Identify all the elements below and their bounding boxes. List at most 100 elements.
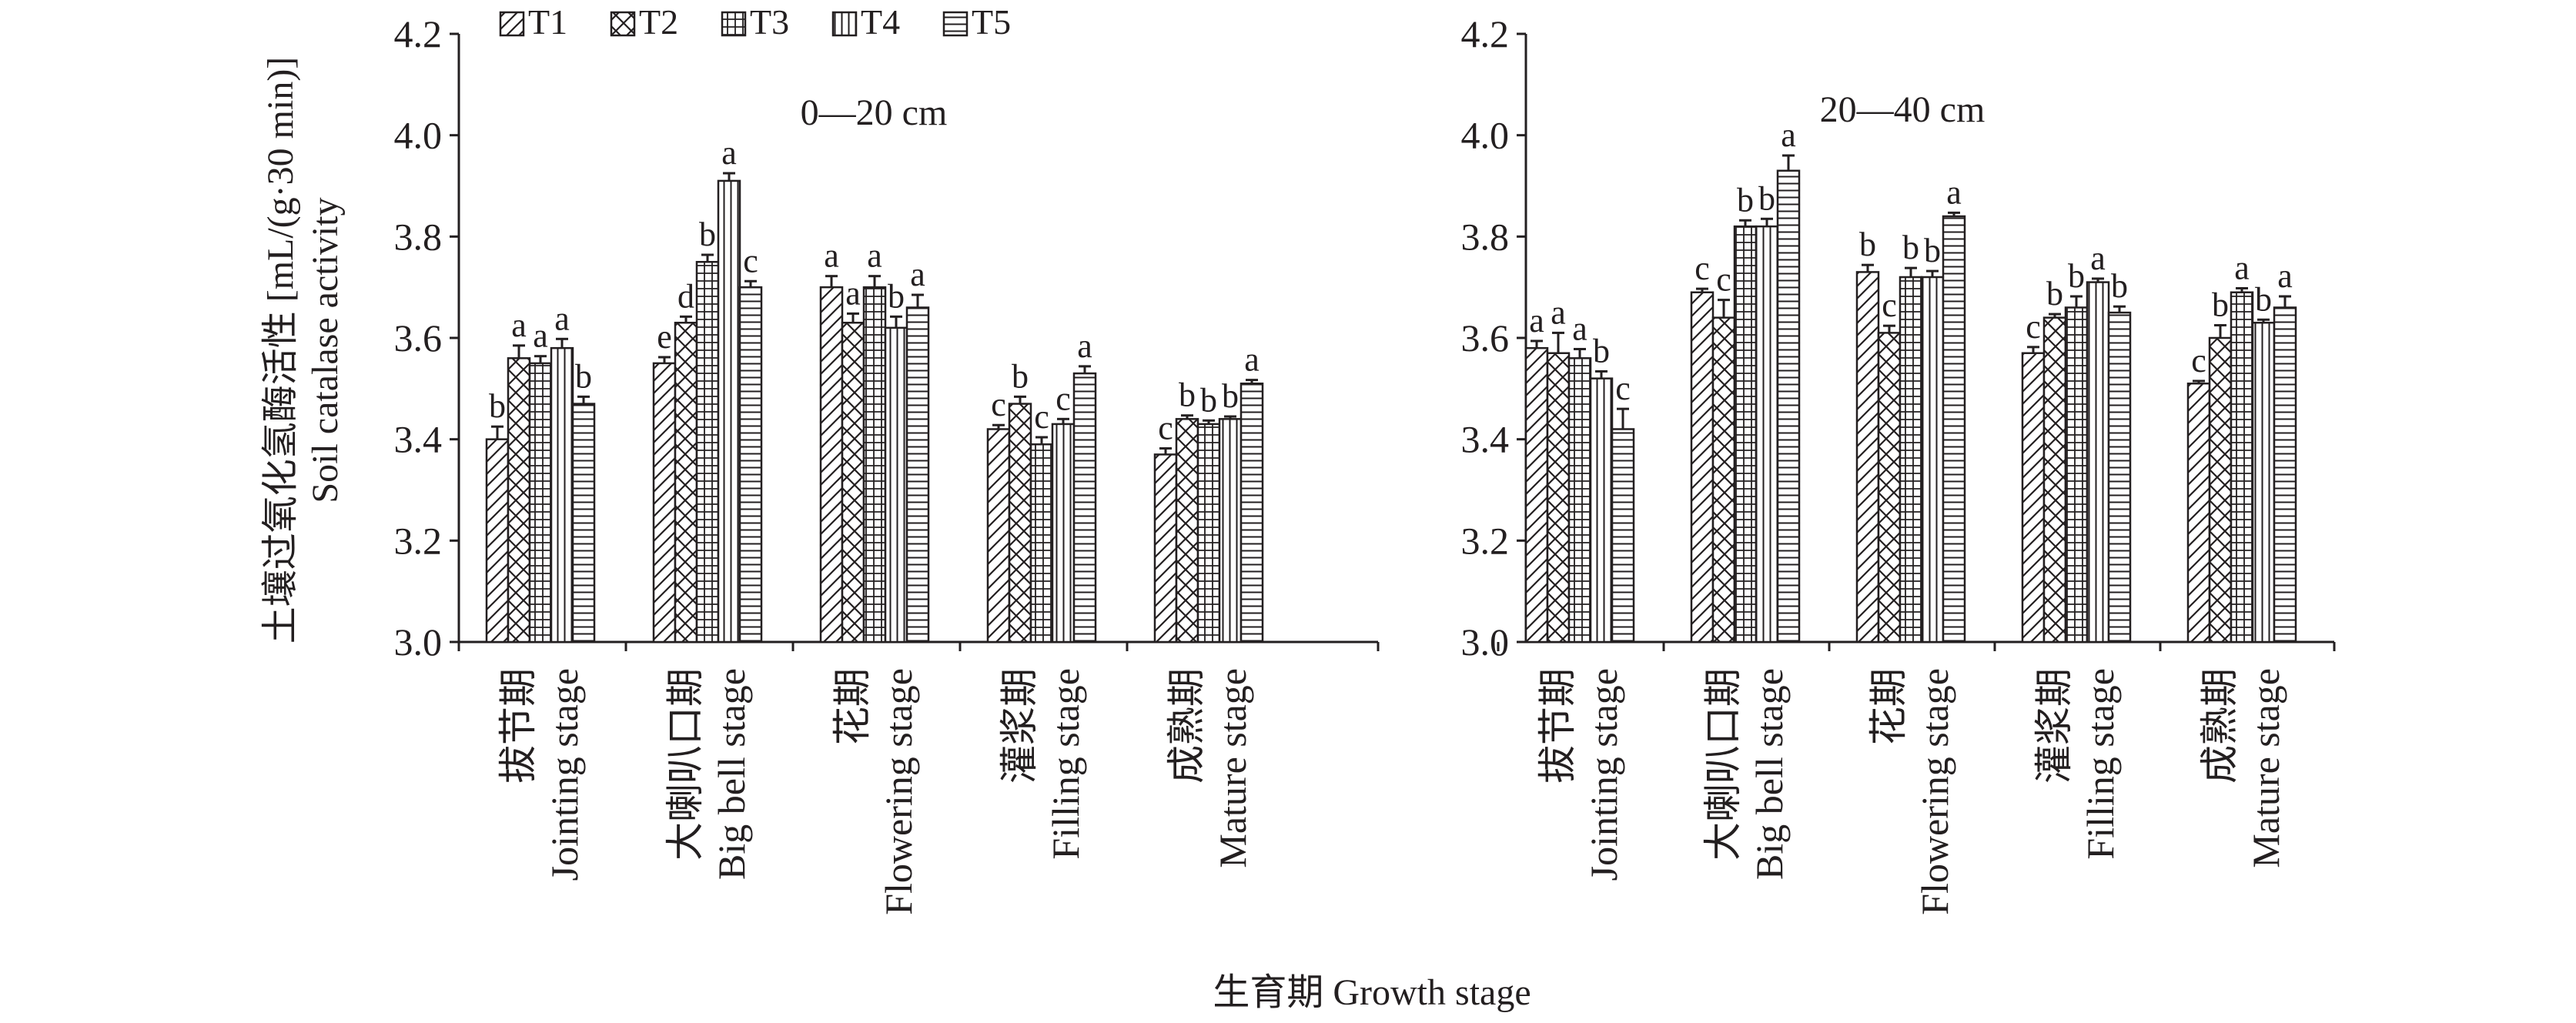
bar-t4: [1051, 423, 1076, 644]
bar-t4: [1218, 418, 1243, 644]
bar-t2: [2042, 316, 2067, 644]
significance-label: a: [824, 237, 839, 275]
significance-label: a: [1946, 173, 1962, 211]
significance-label: b: [489, 387, 506, 425]
significance-label: b: [2212, 286, 2229, 324]
bar-t1: [2021, 352, 2046, 644]
bar-t3: [862, 286, 887, 644]
significance-label: a: [721, 134, 737, 172]
bar-t5: [905, 306, 930, 644]
significance-label: b: [575, 357, 592, 395]
category-label-en: Jointing stage: [1582, 668, 1625, 881]
y-tick-label: 4.0: [394, 114, 443, 157]
bar-t2: [1877, 332, 1902, 644]
bar-t3: [1029, 443, 1054, 644]
significance-label: c: [1034, 398, 1049, 436]
bar-t2: [1711, 316, 1736, 644]
significance-label: c: [743, 242, 758, 279]
significance-label: c: [2026, 308, 2041, 346]
bar-t5: [1776, 169, 1801, 644]
y-tick-label: 3.2: [394, 519, 443, 562]
significance-label: b: [1902, 229, 1919, 266]
significance-label: b: [1737, 181, 1754, 219]
significance-label: c: [1615, 369, 1631, 407]
y-axis-title-en: Soil catalase activity: [305, 197, 346, 503]
legend-label: T1: [528, 2, 567, 42]
bar-t4: [717, 179, 741, 644]
category-label: 成熟期Mature stage: [2198, 668, 2287, 868]
bar-t4: [1589, 377, 1614, 644]
y-tick-label: 3.8: [394, 215, 443, 258]
bar-t1: [2186, 383, 2211, 644]
legend-swatch-t1: [499, 11, 525, 37]
panel-label: 0—20 cm: [801, 92, 948, 133]
bar-t4: [884, 326, 908, 644]
category-label-cn: 拔节期: [497, 668, 540, 784]
bar-t3: [1733, 225, 1758, 644]
significance-label: a: [2234, 249, 2250, 286]
category-label-cn: 大喇叭口期: [664, 668, 707, 861]
legend-swatch-t4: [831, 11, 858, 37]
bar-t4: [550, 346, 574, 644]
significance-label: b: [2068, 257, 2085, 295]
significance-label: a: [1244, 341, 1260, 379]
significance-label: a: [1781, 116, 1796, 154]
significance-label: a: [2277, 257, 2293, 295]
bar-t4: [2251, 322, 2276, 644]
y-tick-label: 4.2: [394, 12, 443, 55]
category-label-en: Mature stage: [1211, 668, 1254, 868]
category-label-en: Flowering stage: [877, 668, 920, 915]
legend-label: T5: [972, 2, 1011, 42]
bar-t1: [1153, 453, 1178, 644]
category-label: 大喇叭口期Big bell stage: [1701, 668, 1791, 880]
category-label: 灌浆期Filling stage: [2032, 668, 2122, 860]
significance-label: b: [1179, 376, 1196, 414]
bar-t3: [1196, 423, 1221, 644]
y-tick-label: 3.0: [1461, 620, 1510, 664]
category-label: 花期Flowering stage: [831, 668, 920, 915]
legend-label: T2: [639, 2, 678, 42]
category-label-cn: 花期: [831, 668, 874, 745]
category-label-cn: 成熟期: [1165, 668, 1208, 784]
y-axis-title-cn: 土壤过氧化氢酶活性 [mL/(g·30 min)]: [260, 57, 301, 644]
y-tick-label: 3.0: [394, 620, 443, 664]
significance-label: b: [1593, 332, 1610, 369]
bar-t5: [1942, 215, 1966, 644]
bar-t5: [2273, 306, 2297, 644]
x-axis-title: 生育期 Growth stage: [1213, 972, 1531, 1013]
significance-label: b: [1012, 357, 1029, 395]
bar-t2: [1008, 403, 1032, 644]
significance-label: a: [867, 237, 882, 275]
category-label: 灌浆期Filling stage: [998, 668, 1087, 860]
significance-label: a: [910, 256, 925, 293]
y-tick-label: 3.4: [1461, 418, 1510, 461]
significance-label: a: [1529, 302, 1544, 339]
category-label-cn: 成熟期: [2198, 668, 2241, 784]
bar-t1: [986, 428, 1011, 644]
category-label-cn: 灌浆期: [998, 668, 1041, 784]
bar-t4: [1755, 225, 1779, 644]
category-label: 拔节期Jointing stage: [497, 668, 586, 881]
chart-panel-0-20cm: 3.0 3.2 3.4 3.6 3.8 4.0 4.2 0—20 cm 拔节期Jointing …: [394, 12, 1380, 915]
category-label-cn: 拔节期: [1536, 668, 1579, 784]
bar-t1: [1690, 291, 1715, 644]
bar-t2: [2208, 336, 2233, 644]
category-label-en: Filling stage: [2079, 668, 2122, 860]
y-tick-label: 3.6: [1461, 316, 1510, 359]
category-label-en: Jointing stage: [543, 668, 586, 881]
chart-panel-20-40cm: 3.0 3.2 3.4 3.6 3.8 4.0 4.2 20—40 cm 拔节期Jointing…: [1461, 12, 2336, 915]
y-tick-label: 3.8: [1461, 215, 1510, 258]
legend: T1 T2 T3 T4 T5: [499, 2, 1011, 42]
bar-t3: [1567, 357, 1592, 644]
bar-t1: [652, 362, 677, 644]
significance-label: c: [1882, 286, 1897, 324]
bar-t3: [695, 261, 720, 644]
significance-label: b: [1758, 179, 1775, 217]
bar-t5: [1072, 372, 1097, 644]
significance-label: b: [1859, 226, 1876, 263]
significance-label: c: [1158, 410, 1173, 447]
significance-label: b: [888, 277, 905, 315]
significance-label: b: [2046, 275, 2063, 313]
category-label-cn: 花期: [1867, 668, 1910, 745]
